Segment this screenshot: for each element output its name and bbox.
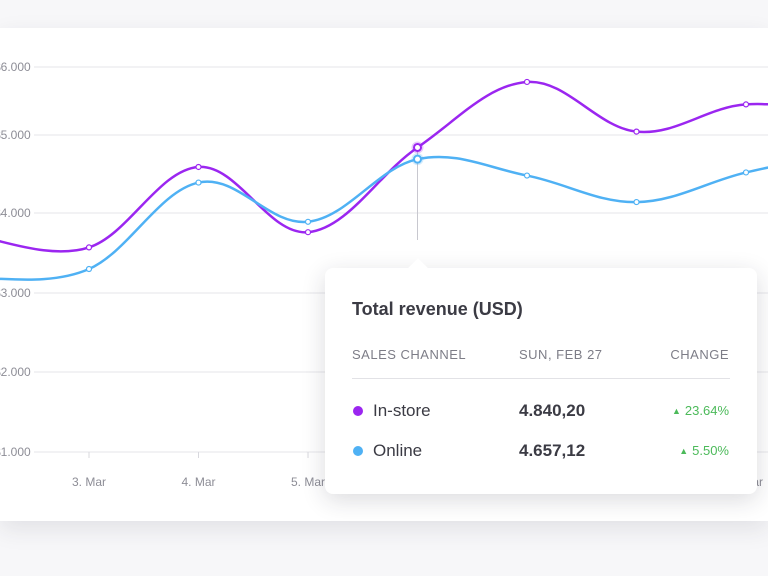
in-store-data-point[interactable]	[85, 244, 93, 251]
in-store-data-point[interactable]	[523, 78, 531, 86]
x-tick-label: 5. Mar	[291, 475, 325, 489]
in-store-data-point[interactable]	[633, 128, 640, 135]
online-line	[0, 155, 768, 281]
tooltip-row-online: Online 4.657,12 ▲ 5.50%	[325, 439, 757, 463]
online-data-point[interactable]	[85, 265, 93, 273]
triangle-up-icon: ▲	[679, 446, 689, 456]
in-store-series	[0, 78, 768, 253]
row-value: 4.840,20	[519, 401, 586, 420]
row-label: Online	[373, 441, 423, 460]
header-sales-channel: SALES CHANNEL	[352, 347, 467, 362]
online-legend-dot	[353, 446, 363, 456]
y-axis-ticks: $1.000 $2.000 $3.000 $4.000 $5.000 $6.000	[0, 60, 31, 459]
online-data-point[interactable]	[523, 172, 531, 179]
online-data-point[interactable]	[195, 179, 202, 186]
row-change-value: 23.64%	[684, 403, 729, 418]
row-change-value: 5.50%	[692, 443, 729, 458]
series-lines	[0, 78, 768, 281]
in-store-data-point[interactable]	[742, 101, 750, 108]
y-tick-label: $2.000	[0, 365, 31, 379]
online-data-point[interactable]	[304, 218, 312, 225]
in-store-data-point[interactable]	[304, 229, 312, 236]
chart-card: $1.000 $2.000 $3.000 $4.000 $5.000 $6.000 3. …	[0, 28, 768, 521]
online-series	[0, 153, 768, 281]
tooltip-row-instore: In-store 4.840,20 ▲ 23.64%	[325, 399, 757, 423]
online-data-point[interactable]	[742, 169, 750, 176]
in-store-data-point[interactable]	[195, 163, 202, 171]
y-tick-label: $6.000	[0, 60, 31, 74]
in-store-line	[0, 80, 768, 253]
row-value: 4.657,12	[519, 441, 586, 460]
online-highlight-point[interactable]	[413, 154, 422, 164]
y-tick-label: $5.000	[0, 128, 31, 142]
row-label: In-store	[373, 401, 431, 420]
row-change: ▲ 23.64%	[672, 403, 729, 418]
triangle-up-icon: ▲	[671, 406, 681, 416]
header-date: SUN, FEB 27	[519, 347, 603, 362]
row-change: ▲ 5.50%	[679, 443, 729, 458]
revenue-line-chart: $1.000 $2.000 $3.000 $4.000 $5.000 $6.000 3. …	[0, 60, 768, 489]
header-change: CHANGE	[670, 347, 729, 362]
x-tick-label: 4. Mar	[181, 475, 215, 489]
y-tick-label: $1.000	[0, 445, 31, 459]
tooltip-divider	[352, 378, 730, 379]
tooltip-title: Total revenue (USD)	[352, 299, 523, 319]
instore-legend-dot	[353, 406, 363, 416]
x-tick-label: 3. Mar	[72, 475, 106, 489]
in-store-highlight-point[interactable]	[413, 142, 422, 152]
online-data-point[interactable]	[633, 198, 640, 206]
data-tooltip: Total revenue (USD) SALES CHANNEL SUN, F…	[325, 258, 757, 494]
y-tick-label: $3.000	[0, 286, 31, 300]
y-tick-label: $4.000	[0, 206, 31, 220]
